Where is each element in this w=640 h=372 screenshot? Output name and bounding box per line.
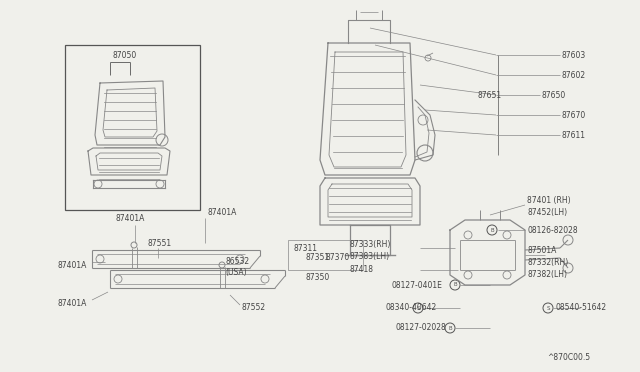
Text: S: S	[547, 305, 550, 311]
Text: 87418: 87418	[350, 266, 374, 275]
Text: 87501A: 87501A	[527, 246, 556, 254]
Text: 87350: 87350	[305, 273, 329, 282]
Text: B: B	[453, 282, 457, 288]
Text: 87401A: 87401A	[58, 298, 88, 308]
Text: 86532: 86532	[225, 257, 249, 266]
Circle shape	[543, 303, 553, 313]
Text: 87603: 87603	[562, 51, 586, 60]
Text: 08340-40642: 08340-40642	[385, 304, 436, 312]
Circle shape	[487, 225, 497, 235]
Text: 08126-82028: 08126-82028	[527, 225, 578, 234]
Text: 87311: 87311	[293, 244, 317, 253]
Circle shape	[413, 303, 423, 313]
Text: 87383(LH): 87383(LH)	[350, 251, 390, 260]
Text: 87670: 87670	[562, 110, 586, 119]
Text: ^870C00.5: ^870C00.5	[547, 353, 590, 362]
Text: B: B	[490, 228, 494, 232]
Text: 87401A: 87401A	[115, 214, 145, 222]
Text: 08540-51642: 08540-51642	[555, 304, 606, 312]
Text: 87401A: 87401A	[208, 208, 237, 217]
Circle shape	[450, 280, 460, 290]
Text: 87651: 87651	[478, 90, 502, 99]
Text: 87401 (RH): 87401 (RH)	[527, 196, 571, 205]
Bar	[288, 240, 363, 270]
Text: 08127-02028: 08127-02028	[395, 324, 445, 333]
Bar	[65, 45, 200, 210]
Text: 87611: 87611	[562, 131, 586, 140]
Text: 87333(RH): 87333(RH)	[350, 240, 392, 248]
Text: 87602: 87602	[562, 71, 586, 80]
Text: 87382(LH): 87382(LH)	[527, 269, 567, 279]
Text: B: B	[448, 326, 452, 330]
Text: 87351: 87351	[305, 253, 329, 263]
Text: 87370: 87370	[325, 253, 349, 263]
Text: 87452(LH): 87452(LH)	[527, 208, 567, 217]
Text: 08127-0401E: 08127-0401E	[392, 280, 443, 289]
Circle shape	[445, 323, 455, 333]
Text: 87552: 87552	[242, 304, 266, 312]
Text: 87401A: 87401A	[58, 260, 88, 269]
Text: 87332(RH): 87332(RH)	[527, 257, 568, 266]
Text: 87650: 87650	[542, 90, 566, 99]
Text: (USA): (USA)	[225, 267, 246, 276]
Text: 87551: 87551	[148, 238, 172, 247]
Text: S: S	[416, 305, 420, 311]
Text: 87050: 87050	[113, 51, 137, 60]
